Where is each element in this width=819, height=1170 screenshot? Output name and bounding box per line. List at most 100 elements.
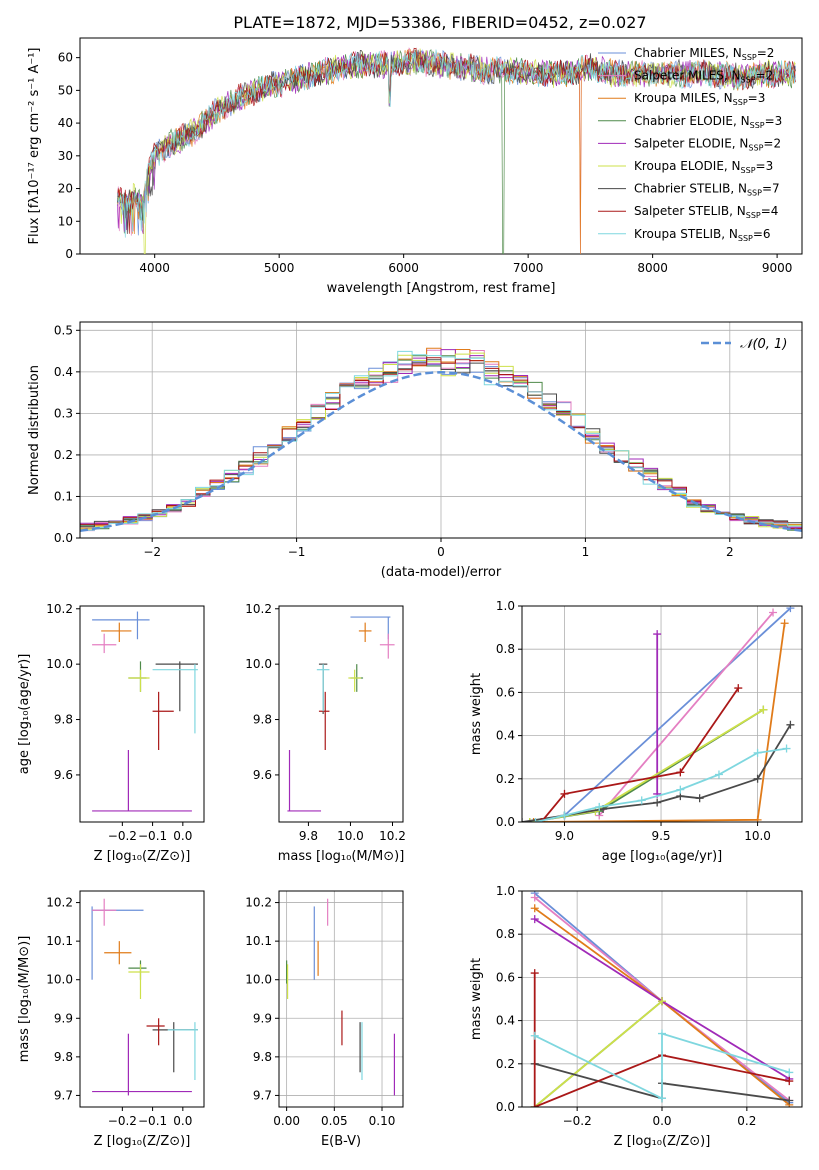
axes-frame — [521, 605, 803, 823]
x-tick-label: 9.8 — [299, 829, 318, 843]
axes-frame — [278, 605, 404, 823]
y-tick-label: 10.2 — [46, 602, 73, 616]
x-axis-label: Z [log₁₀(Z/Z⊙)] — [94, 1134, 191, 1149]
y-tick-label: 40 — [58, 116, 73, 130]
mass-weight-marker — [782, 744, 791, 753]
panel-spectrum: 4000 5000 6000 7000 8000 9000 0 10 20 30 40 50 60 wav… — [27, 37, 803, 296]
mass-weight-marker — [525, 818, 534, 822]
error-bar-point — [152, 664, 198, 734]
x-tick-label: 0.0 — [173, 1114, 192, 1128]
x-tick-label: 4000 — [139, 261, 170, 275]
y-tick-label: 20 — [58, 182, 73, 196]
legend-label: Chabrier MILES, NSSP=2 — [634, 46, 774, 62]
x-tick-label: 10.2 — [379, 829, 406, 843]
mass-weight-marker — [658, 1094, 666, 1103]
spectrum-lines — [116, 47, 796, 254]
x-tick-label: 0.10 — [369, 1114, 396, 1128]
x-tick-label: 5000 — [264, 261, 295, 275]
y-tick-label: 0.8 — [496, 927, 515, 941]
y-axis-label: age [log₁₀(age/yr)] — [17, 654, 32, 775]
error-bar-point — [92, 898, 117, 926]
mass-weight-marker — [530, 904, 539, 913]
spectrum-series-line — [116, 49, 796, 235]
mass-weight-marker — [753, 774, 762, 783]
mass-weight-lines — [522, 606, 795, 822]
y-tick-label: 10 — [58, 214, 73, 228]
y-tick-label: 10.0 — [46, 657, 73, 671]
mass-weight-series-line — [533, 973, 790, 1107]
mass-weight-marker — [785, 1096, 794, 1105]
y-tick-label: 30 — [58, 149, 73, 163]
x-tick-label: 10.0 — [744, 829, 771, 843]
y-tick-label: 10.1 — [245, 934, 272, 948]
y-tick-label: 50 — [58, 83, 73, 97]
x-tick-label: 0.0 — [652, 1114, 671, 1128]
mass-weight-marker — [753, 748, 762, 757]
mass-weight-marker — [560, 811, 569, 820]
mass-weight-marker — [530, 969, 539, 978]
legend-label: Kroupa MILES, NSSP=3 — [634, 91, 765, 107]
mass-weight-marker — [530, 1031, 539, 1040]
mass-weight-marker — [560, 789, 569, 798]
y-tick-label: 9.6 — [253, 768, 272, 782]
axes-frame — [79, 890, 205, 1108]
y-tick-label: 9.7 — [54, 1088, 73, 1102]
spectrum-series-line — [116, 49, 796, 238]
mass-weight-marker — [786, 606, 795, 613]
axes-frame — [79, 605, 205, 823]
mass-weight-marker — [753, 815, 762, 822]
legend-label: Kroupa ELODIE, NSSP=3 — [634, 159, 773, 175]
y-tick-label: 0.8 — [496, 642, 515, 656]
y-tick-label: 10.0 — [245, 973, 272, 987]
x-tick-label: 0.0 — [173, 829, 192, 843]
mass-weight-marker — [653, 630, 662, 639]
mass-weight-marker — [676, 785, 685, 794]
y-axis-label: Normed distribution — [27, 365, 42, 495]
legend-label: Salpeter MILES, NSSP=2 — [634, 69, 773, 85]
error-bar-point — [167, 1022, 198, 1080]
y-tick-label: 0.3 — [54, 406, 73, 420]
mass-weight-series-line — [535, 747, 787, 822]
y-tick-label: 1.0 — [496, 599, 515, 613]
y-tick-label: 0.5 — [54, 323, 73, 337]
panel-massweight_vs_z: −0.2 0.0 0.2 0.0 0.2 0.4 0.6 0.8 1.0 Z [log₁₀(Z/Z… — [469, 884, 803, 1149]
y-tick-label: 0.4 — [54, 365, 73, 379]
y-tick-label: 0.2 — [496, 772, 515, 786]
x-axis-label: Z [log₁₀(Z/Z⊙)] — [614, 1134, 711, 1149]
y-tick-label: 0.6 — [496, 970, 515, 984]
panel-age_vs_z: −0.2 −0.1 0.0 9.6 9.8 10.0 10.2 Z [log₁₀(Z/Z⊙)]… — [17, 602, 205, 864]
histogram-series — [80, 350, 802, 531]
panel-mass_vs_z: −0.2 −0.1 0.0 9.7 9.8 9.9 10.0 10.1 10.2 Z [log₁₀… — [17, 890, 205, 1149]
x-axis-label: mass [log₁₀(M/M⊙)] — [278, 849, 405, 864]
mass-weight-series-line — [540, 687, 740, 822]
error-bar-point — [316, 664, 330, 712]
x-tick-label: −0.2 — [108, 829, 137, 843]
histograms — [80, 347, 802, 532]
mass-weight-series-line — [534, 1000, 663, 1107]
error-bars — [287, 616, 395, 812]
error-bar-point — [101, 622, 132, 642]
figure-title: PLATE=1872, MJD=53386, FIBERID=0452, z=0… — [233, 13, 646, 32]
mass-weight-marker — [653, 798, 662, 807]
y-tick-label: 0.2 — [496, 1057, 515, 1071]
y-tick-label: 10.2 — [245, 602, 272, 616]
mass-weight-marker — [637, 796, 646, 805]
error-bar-point — [92, 611, 150, 640]
error-bar-point — [348, 669, 361, 692]
y-tick-label: 10.0 — [46, 973, 73, 987]
error-bar-point — [152, 691, 174, 750]
mass-weight-marker — [530, 893, 539, 902]
error-bar-point — [379, 633, 395, 659]
y-tick-label: 9.9 — [54, 1011, 73, 1025]
error-bar-point — [146, 1018, 165, 1046]
mass-weight-marker — [786, 720, 795, 729]
mass-weight-marker — [530, 1103, 539, 1107]
y-axis-label: mass [log₁₀(M/M⊙)] — [17, 936, 32, 1063]
x-tick-label: −1 — [288, 545, 306, 559]
y-tick-label: 0.4 — [496, 1014, 515, 1028]
y-tick-label: 9.8 — [54, 713, 73, 727]
legend-label-normal: 𝒩(0, 1) — [740, 337, 787, 352]
panel-mass_vs_ebv: 0.00 0.05 0.10 9.7 9.8 9.9 10.0 10.1 10.2 E(B-V) — [245, 890, 404, 1149]
y-tick-label: 0.2 — [54, 448, 73, 462]
x-tick-label: −0.1 — [138, 829, 167, 843]
